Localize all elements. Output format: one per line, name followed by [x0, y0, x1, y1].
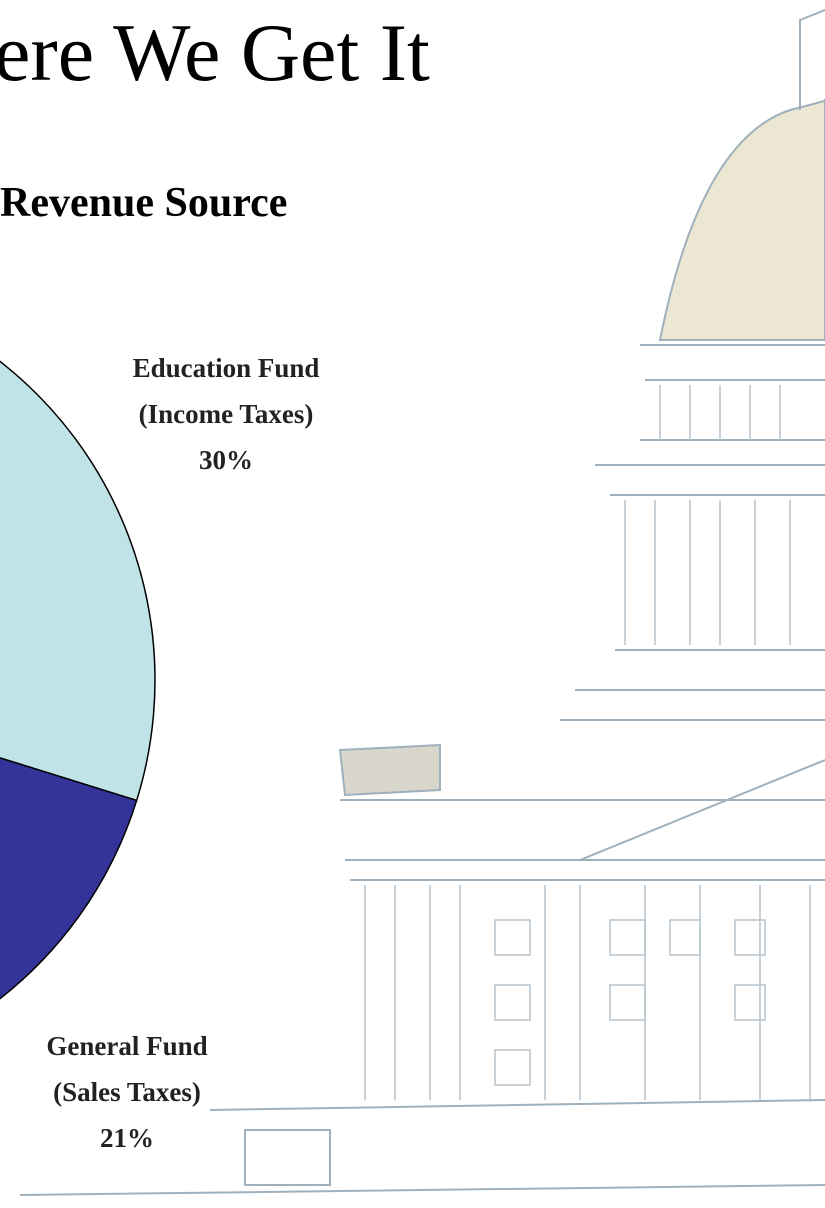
slice-value-label: 30% [199, 445, 253, 475]
chart-subtitle: Revenue Source [0, 180, 287, 226]
slide-title: ere We Get It [0, 7, 430, 98]
slice-label: Education Fund [133, 353, 320, 383]
pie-slice [0, 360, 156, 802]
pie [0, 360, 156, 1000]
slice-value-label: 21% [100, 1123, 154, 1153]
capitol-sketch [19, 9, 825, 1196]
slice-label: (Income Taxes) [139, 399, 314, 429]
slice-label: General Fund [46, 1031, 207, 1061]
pie-slice [0, 757, 138, 1000]
slice-label: (Sales Taxes) [53, 1077, 201, 1107]
